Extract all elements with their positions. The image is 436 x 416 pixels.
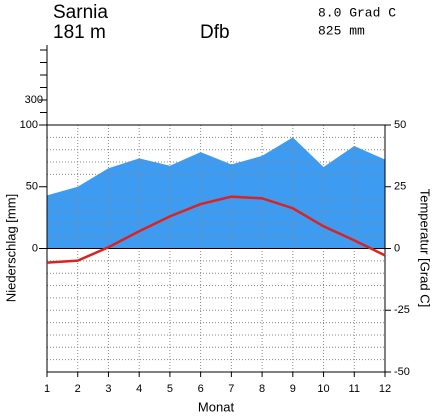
y2-axis-label: Temperatur [Grad C] (418, 189, 433, 308)
precipitation-area (47, 137, 385, 249)
x-axis-label: Monat (198, 399, 235, 414)
x-tick-label: 6 (198, 383, 204, 395)
x-tick-label: 4 (136, 383, 142, 395)
y-tick-label: 0 (32, 242, 38, 254)
x-tick-label: 3 (105, 383, 111, 395)
x-tick-label: 11 (349, 383, 360, 395)
x-tick-label: 9 (290, 383, 296, 395)
temperature-line (46, 195, 386, 264)
station: Sarnia (53, 2, 108, 23)
y-tick-label: 50 (26, 181, 38, 193)
y2-tick-label: 0 (394, 242, 400, 254)
x-tick-label: 2 (75, 383, 81, 395)
x-tick-label: 8 (259, 383, 265, 395)
y2-tick-label: 50 (394, 119, 406, 131)
x-tick-label: 1 (44, 383, 50, 395)
y2-tick-label: 25 (394, 181, 406, 193)
climate-class: Dfb (200, 22, 230, 43)
upper-ticks (40, 49, 47, 113)
y2-tick-label: -25 (394, 304, 410, 316)
y-tick-label: 100 (20, 119, 38, 131)
x-tick-label: 10 (317, 383, 329, 395)
y-tick-label: 300 (25, 94, 43, 106)
x-tick-label: 5 (167, 383, 173, 395)
annual-precipitation: 825 mm (318, 23, 365, 38)
x-tick-label: 7 (228, 383, 234, 395)
y-axis-label: Niederschlag [mm] (3, 194, 18, 302)
elevation: 181 m (53, 22, 106, 43)
mean-temperature: 8.0 Grad C (318, 5, 396, 20)
x-tick-label: 12 (379, 383, 391, 395)
y2-tick-label: -50 (394, 366, 410, 378)
